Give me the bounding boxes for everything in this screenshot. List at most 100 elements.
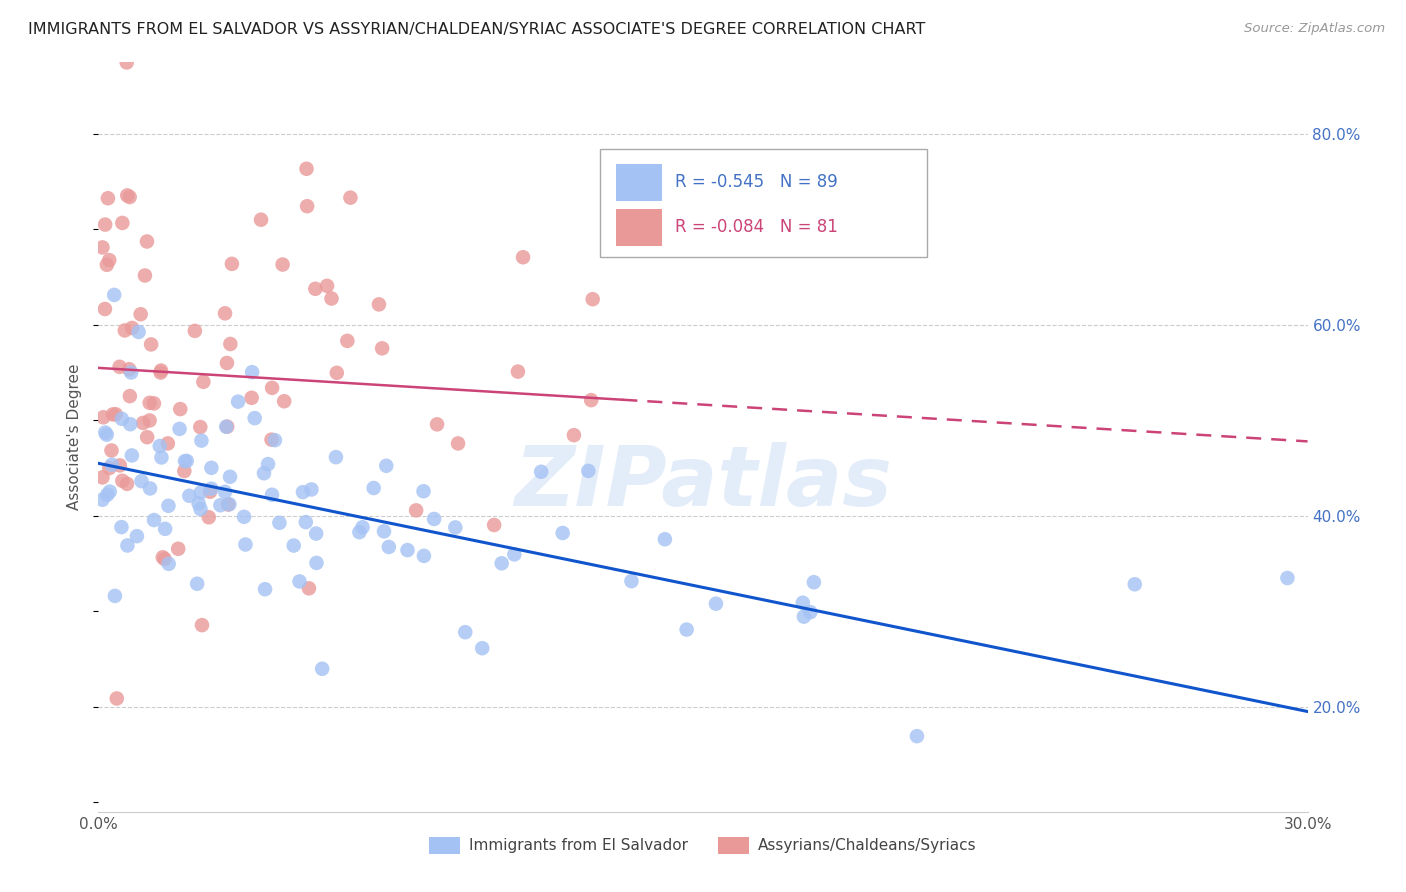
Point <box>190 485 212 500</box>
Point <box>139 482 162 496</box>
Point <box>260 433 283 447</box>
Text: Source: ZipAtlas.com: Source: ZipAtlas.com <box>1244 22 1385 36</box>
Point <box>803 575 825 590</box>
Point <box>152 550 174 565</box>
Point <box>321 292 343 306</box>
Point <box>118 389 141 403</box>
Point <box>373 524 395 539</box>
Point <box>262 381 284 395</box>
Point <box>103 288 125 302</box>
Point <box>136 430 159 444</box>
Point <box>423 512 446 526</box>
Point <box>128 325 150 339</box>
Point <box>240 365 263 379</box>
Point <box>184 324 207 338</box>
Text: R = -0.084   N = 81: R = -0.084 N = 81 <box>675 219 838 236</box>
Point <box>405 503 427 517</box>
Point <box>288 574 311 589</box>
Point <box>157 557 180 571</box>
Point <box>153 522 176 536</box>
Point <box>336 334 359 348</box>
Point <box>188 420 211 434</box>
Point <box>273 394 295 409</box>
Point <box>214 484 236 499</box>
Point <box>138 396 160 410</box>
Point <box>363 481 385 495</box>
Point <box>221 257 243 271</box>
Point <box>115 55 138 70</box>
Point <box>240 391 263 405</box>
Point <box>108 359 131 374</box>
Bar <box>616 209 662 246</box>
Point <box>257 457 280 471</box>
Point <box>699 227 721 241</box>
Point <box>326 366 349 380</box>
Point <box>91 470 114 484</box>
Point <box>150 450 173 465</box>
Point <box>301 483 323 497</box>
Point <box>118 362 141 376</box>
Point <box>215 419 238 434</box>
Point <box>143 513 166 527</box>
Point <box>190 434 212 448</box>
Point <box>129 307 152 321</box>
Point <box>136 235 159 249</box>
Point <box>149 366 172 380</box>
Point <box>793 609 815 624</box>
Point <box>471 641 494 656</box>
Point <box>243 411 266 425</box>
Point <box>582 292 605 306</box>
Legend: Immigrants from El Salvador, Assyrians/Chaldeans/Syriacs: Immigrants from El Salvador, Assyrians/C… <box>423 830 983 860</box>
Point <box>111 474 134 488</box>
Point <box>1277 571 1299 585</box>
Point <box>271 258 294 272</box>
Point <box>179 489 201 503</box>
Point <box>134 268 156 283</box>
Text: ZIPatlas: ZIPatlas <box>515 442 891 523</box>
Point <box>169 402 191 417</box>
Point <box>253 467 276 481</box>
Point <box>209 498 232 512</box>
Point <box>905 729 928 743</box>
Point <box>792 596 814 610</box>
Point <box>214 306 236 320</box>
Point <box>91 492 114 507</box>
Point <box>444 520 467 534</box>
Point <box>283 539 305 553</box>
Point <box>576 464 599 478</box>
Point <box>131 474 153 488</box>
Point <box>675 623 697 637</box>
Point <box>562 428 585 442</box>
Point <box>294 515 316 529</box>
Point <box>579 393 602 408</box>
Point <box>375 458 398 473</box>
Point <box>100 443 122 458</box>
Point <box>98 461 121 475</box>
Point <box>305 526 328 541</box>
Bar <box>616 163 662 201</box>
Point <box>352 520 374 534</box>
Point <box>97 191 120 205</box>
Point <box>125 529 148 543</box>
Point <box>198 510 221 524</box>
Point <box>368 297 391 311</box>
Point <box>174 454 197 468</box>
Point <box>150 363 173 377</box>
Y-axis label: Associate's Degree: Associate's Degree <box>67 364 83 510</box>
Point <box>305 556 328 570</box>
Point <box>412 484 434 499</box>
Point <box>378 540 401 554</box>
Point <box>219 469 242 483</box>
Point <box>114 323 136 337</box>
Point <box>91 240 114 254</box>
Point <box>219 337 242 351</box>
Point <box>94 425 117 440</box>
Point <box>118 190 141 204</box>
Point <box>447 436 470 450</box>
Point <box>269 516 291 530</box>
Point <box>506 365 529 379</box>
Point <box>115 476 138 491</box>
Text: R = -0.545   N = 89: R = -0.545 N = 89 <box>675 173 838 191</box>
Point <box>120 417 142 432</box>
Point <box>250 212 273 227</box>
